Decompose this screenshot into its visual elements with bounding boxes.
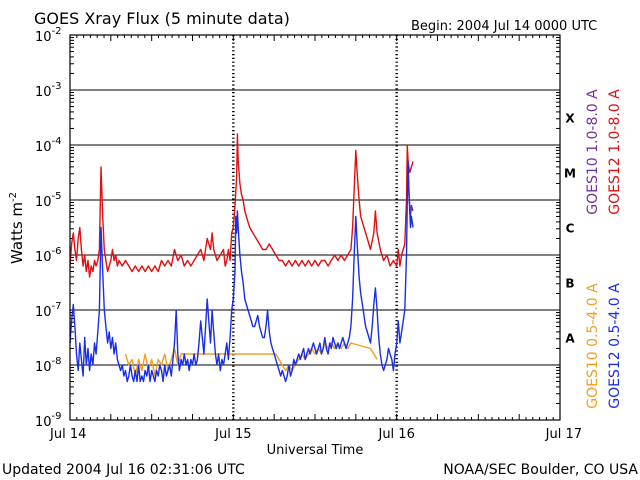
y-tick-label: 10-2 <box>35 26 62 45</box>
updated-timestamp: Updated 2004 Jul 16 02:31:06 UTC <box>2 462 245 478</box>
y-tick-exponent: -5 <box>52 191 62 202</box>
chart-title: GOES Xray Flux (5 minute data) <box>34 9 290 28</box>
y-tick-label: 10-9 <box>35 411 62 430</box>
legend-goes10-0-5-4-0-a: GOES10 0.5-4.0 A <box>585 283 601 409</box>
y-tick-label: 10-5 <box>35 191 62 210</box>
y-tick-base: 10 <box>35 415 52 430</box>
y-tick-exponent: -6 <box>52 246 62 257</box>
y-axis-label-exponent: -2 <box>8 192 19 202</box>
y-tick-exponent: -3 <box>52 81 62 92</box>
grid-lines <box>70 35 560 420</box>
flare-class-m: M <box>564 167 576 181</box>
legend: GOES10 1.0-8.0 A GOES12 1.0-8.0 A GOES10 0… <box>585 89 623 409</box>
flare-class-x: X <box>565 112 575 126</box>
y-tick-exponent: -4 <box>52 136 62 147</box>
y-tick-base: 10 <box>35 250 52 265</box>
x-tick-label: Jul 15 <box>214 427 251 442</box>
x-axis: Jul 14 Jul 15 Jul 16 Jul 17 <box>49 35 582 442</box>
y-axis-label: Watts m-2 <box>8 192 26 264</box>
series-goes12-1-0-8-0-a <box>69 133 414 278</box>
y-tick-base: 10 <box>35 140 52 155</box>
y-tick-label: 10-7 <box>35 301 62 320</box>
series-goes12-0-5-4-0-a <box>69 160 414 383</box>
y-tick-base: 10 <box>35 195 52 210</box>
y-tick-base: 10 <box>35 360 52 375</box>
legend-goes12-0-5-4-0-a: GOES12 0.5-4.0 A <box>607 283 623 409</box>
y-tick-label: 10-6 <box>35 246 62 265</box>
legend-goes12-1-0-8-0-a: GOES12 1.0-8.0 A <box>607 89 623 215</box>
x-axis-label: Universal Time <box>267 443 364 458</box>
y-tick-exponent: -2 <box>52 26 62 37</box>
source-credit: NOAA/SEC Boulder, CO USA <box>443 462 638 478</box>
y-tick-base: 10 <box>35 305 52 320</box>
y-tick-base: 10 <box>35 85 52 100</box>
y-tick-exponent: -9 <box>52 411 62 422</box>
y-tick-exponent: -7 <box>52 301 62 312</box>
plot-frame <box>69 34 561 421</box>
y-tick-label: 10-8 <box>35 356 62 375</box>
x-tick-label: Jul 14 <box>49 427 86 442</box>
y-tick-base: 10 <box>35 30 52 45</box>
x-tick-label: Jul 16 <box>377 427 414 442</box>
y-tick-label: 10-4 <box>35 136 62 155</box>
series-lines <box>69 133 414 383</box>
flare-class-b: B <box>565 277 574 291</box>
y-axis-label-text: Watts m <box>8 202 26 264</box>
y-axis: 10-910-810-710-610-510-410-310-2 <box>35 26 560 430</box>
flare-class-a: A <box>565 332 575 346</box>
legend-goes10-1-0-8-0-a: GOES10 1.0-8.0 A <box>585 89 601 215</box>
flare-class-c: C <box>566 222 575 236</box>
y-tick-exponent: -8 <box>52 356 62 367</box>
begin-label: Begin: 2004 Jul 14 0000 UTC <box>411 19 597 34</box>
flare-class-labels: A B C M X <box>564 112 576 346</box>
y-tick-label: 10-3 <box>35 81 62 100</box>
x-tick-label: Jul 17 <box>545 427 582 442</box>
